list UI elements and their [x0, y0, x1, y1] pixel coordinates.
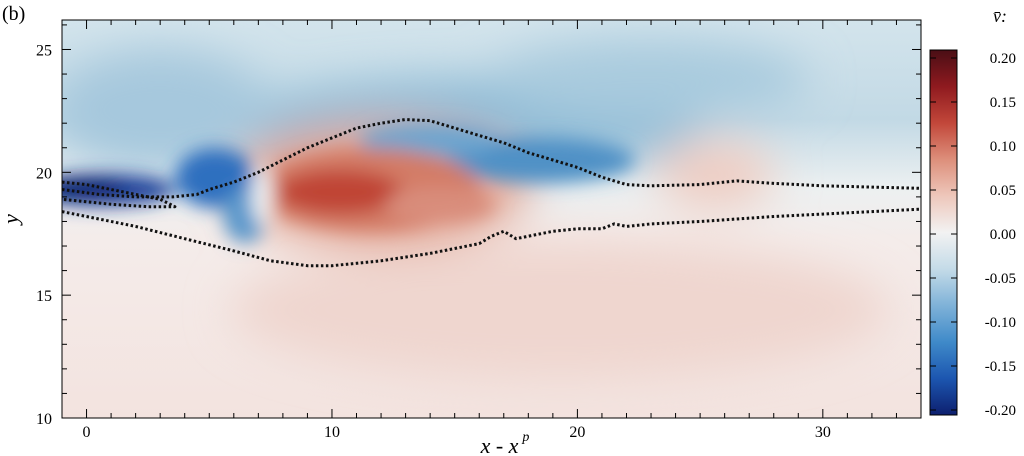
colorbar-label: v̄:: [993, 6, 1007, 26]
colorbar-tick-label: 0.10: [990, 139, 1016, 155]
colorbar-tick-label: -0.20: [985, 403, 1016, 419]
x-tick-label: 0: [83, 424, 91, 441]
y-tick-label: 10: [36, 411, 52, 428]
x-tick-label: 30: [815, 424, 831, 441]
axis-ticks: 0 10 20 30 10 15 20 25: [36, 20, 922, 441]
colorbar-tick-label: 0.20: [990, 51, 1016, 67]
positive-tail: [385, 187, 495, 223]
colorbar-tick-label: 0.05: [990, 183, 1016, 199]
upper-right-blue: [490, 40, 810, 120]
x-axis-label-main: x - x: [480, 433, 519, 456]
lower-pink-glow: [230, 240, 890, 380]
x-tick-label: 10: [324, 424, 340, 441]
x-tick-label: 20: [569, 424, 585, 441]
y-tick-label: 20: [36, 165, 52, 182]
plot-frame: [61, 19, 922, 419]
contours: [62, 118, 921, 268]
positive-core: [278, 170, 402, 214]
y-axis-label: y: [0, 214, 23, 226]
panel-label: (b): [2, 3, 25, 25]
lower-contour: [62, 207, 921, 268]
upper-contour: [62, 118, 921, 199]
colorbar-ticks: 0.20 0.15 0.10 0.05 0.00 -0.05 -0.10 -0.15 -0.20: [930, 51, 1016, 419]
colorbar-tick-label: -0.05: [985, 271, 1016, 287]
colorbar-tick-label: -0.10: [985, 315, 1016, 331]
upper-left-blue: [62, 50, 270, 170]
field-layer-sharp: [62, 124, 635, 243]
x-axis-label-superscript: p: [521, 430, 529, 445]
colorbar: [929, 49, 958, 416]
white-gap: [252, 165, 272, 225]
inner-jet-contour: [62, 180, 177, 209]
plot-area: [62, 20, 921, 418]
y-tick-label: 25: [36, 42, 52, 59]
colorbar-tick-label: 0.00: [990, 227, 1016, 243]
right-bump-glow: [655, 140, 775, 210]
blue-band-core-2: [360, 124, 500, 156]
colorbar-tick-label: -0.15: [985, 359, 1016, 375]
blue-band-core: [445, 138, 635, 182]
colorbar-tick-label: 0.15: [990, 95, 1016, 111]
y-tick-label: 15: [36, 288, 52, 305]
